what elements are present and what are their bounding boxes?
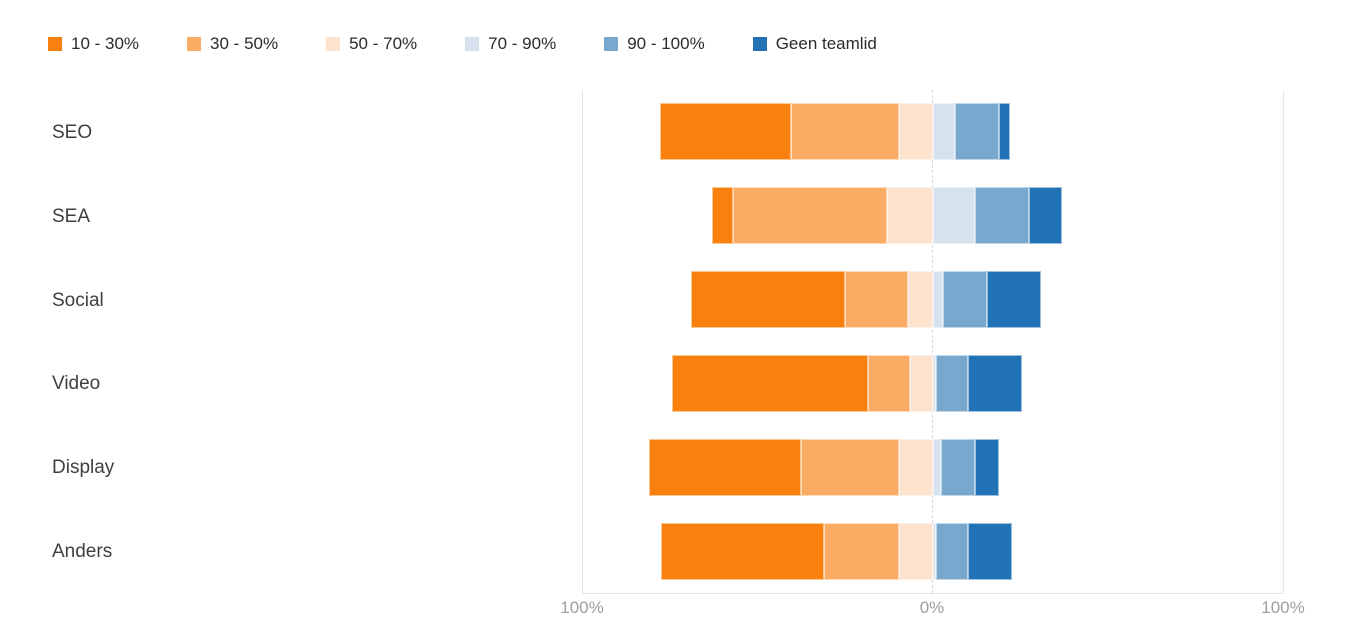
bar-segment[interactable] (908, 271, 933, 329)
bar-segment[interactable] (790, 103, 900, 161)
bar-segment[interactable] (1029, 187, 1063, 245)
gridline-left-100 (582, 90, 583, 593)
bar-segment[interactable] (867, 354, 910, 412)
legend: 10 - 30% 30 - 50% 50 - 70% 70 - 90% 90 - 100… (48, 35, 877, 52)
legend-item-label: Geen teamlid (775, 34, 877, 53)
legend-item-3[interactable]: 50 - 70% (326, 35, 417, 52)
gridline-zero (932, 90, 934, 593)
category-label-video: Video (52, 373, 101, 395)
bar-video (671, 354, 1023, 412)
bar-segment[interactable] (659, 103, 791, 161)
bar-segment[interactable] (943, 271, 987, 329)
bar-segment[interactable] (932, 271, 944, 329)
legend-item-5[interactable]: 90 - 100% (604, 35, 705, 52)
bar-segment[interactable] (974, 438, 1000, 496)
x-axis-line (582, 593, 1284, 594)
legend-swatch-icon (48, 36, 62, 51)
bar-segment[interactable] (671, 354, 868, 412)
legend-swatch-icon (604, 36, 619, 51)
bar-segment[interactable] (691, 271, 846, 329)
legend-item-label: 70 - 90% (488, 34, 557, 53)
bar-segment[interactable] (801, 438, 900, 496)
legend-swatch-icon (187, 36, 202, 51)
bar-segment[interactable] (899, 103, 933, 161)
legend-item-label: 90 - 100% (627, 34, 705, 53)
legend-item-label: 50 - 70% (349, 34, 418, 53)
legend-item-6[interactable]: Geen teamlid (752, 34, 877, 53)
bar-display (649, 438, 1000, 496)
bar-segment[interactable] (932, 354, 937, 412)
bar-segment[interactable] (941, 438, 975, 496)
bar-segment[interactable] (899, 438, 933, 496)
bar-segment[interactable] (649, 438, 802, 496)
bar-segment[interactable] (733, 187, 888, 245)
bar-seo (659, 103, 1010, 161)
category-label-social: Social (52, 289, 104, 311)
x-tick-right: 100% (1261, 598, 1305, 617)
bar-segment[interactable] (967, 354, 1023, 412)
bar-segment[interactable] (987, 271, 1042, 329)
bar-segment[interactable] (967, 522, 1012, 580)
bar-segment[interactable] (936, 354, 968, 412)
category-label-seo: SEO (52, 121, 93, 143)
legend-item-label: 10 - 30% (71, 34, 140, 53)
bar-segment[interactable] (824, 522, 900, 580)
category-label-anders: Anders (52, 541, 113, 563)
bar-segment[interactable] (932, 438, 942, 496)
gridline-right-100 (1283, 90, 1284, 593)
bar-segment[interactable] (936, 522, 968, 580)
category-label-sea: SEA (52, 205, 91, 227)
bar-segment[interactable] (932, 522, 937, 580)
bar-segment[interactable] (955, 103, 1000, 161)
legend-item-1[interactable]: 10 - 30% (48, 35, 139, 52)
bar-segment[interactable] (712, 187, 734, 245)
legend-swatch-icon (752, 36, 767, 51)
legend-item-2[interactable]: 30 - 50% (187, 35, 278, 52)
bar-sea (712, 187, 1063, 245)
category-label-display: Display (52, 457, 115, 479)
bar-segment[interactable] (899, 522, 933, 580)
bar-social (691, 271, 1042, 329)
bar-segment[interactable] (887, 187, 933, 245)
bar-segment[interactable] (932, 103, 956, 161)
x-tick-left: 100% (560, 598, 604, 617)
bar-segment[interactable] (932, 187, 975, 245)
legend-swatch-icon (465, 36, 480, 51)
legend-item-label: 30 - 50% (210, 34, 279, 53)
legend-item-4[interactable]: 70 - 90% (465, 35, 556, 52)
bar-segment[interactable] (845, 271, 909, 329)
bar-segment[interactable] (661, 522, 825, 580)
legend-swatch-icon (326, 36, 341, 51)
bar-segment[interactable] (909, 354, 933, 412)
x-tick-center: 0% (919, 598, 945, 617)
bar-segment[interactable] (999, 103, 1010, 161)
bar-anders (661, 522, 1012, 580)
bar-segment[interactable] (974, 187, 1030, 245)
